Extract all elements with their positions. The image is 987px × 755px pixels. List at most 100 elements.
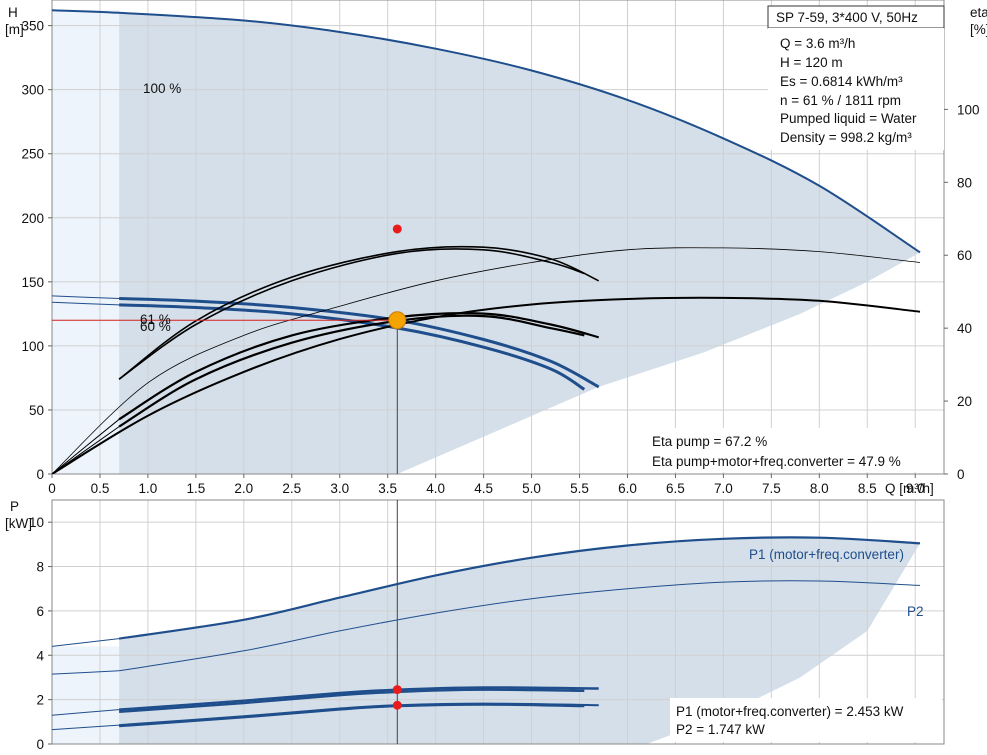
- y-tick-label: 300: [21, 83, 44, 98]
- duty-point-lines: [52, 224, 407, 474]
- head-axis-ticks: 0 0.5 1.0 1.5 2.0 2.5 3.0 3.5 4.0 4.5 5.0 5.5 6.0 6.5…: [21, 19, 979, 496]
- head-operating-region: [52, 10, 920, 474]
- power-axis-unit: [kW]: [5, 516, 32, 531]
- flow-axis-label: Q [m³/h]: [885, 481, 934, 496]
- y-tick-label: 250: [21, 147, 44, 162]
- eta-annotation-bg: [646, 428, 942, 472]
- curve-p1-100: [118, 536, 921, 640]
- power-duty-lines: [392, 500, 402, 744]
- info-box-title: SP 7-59, 3*400 V, 50Hz: [776, 10, 918, 25]
- x-tick-label: 8.0: [810, 481, 829, 496]
- info-box-body: [768, 28, 944, 150]
- x-tick-label: 0.5: [91, 481, 110, 496]
- x-tick-label: 1.0: [139, 481, 158, 496]
- curve-eta-low-extension: [52, 426, 120, 474]
- y2-tick-label: 0: [957, 467, 965, 482]
- operating-region-area: [52, 537, 920, 744]
- x-tick-label: 3.0: [330, 481, 349, 496]
- x-tick-label: 7.0: [714, 481, 733, 496]
- info-line-n: n = 61 % / 1811 rpm: [780, 93, 901, 108]
- extended-region-head: [52, 10, 120, 474]
- y-tick-label: 350: [21, 19, 44, 34]
- y-tick-label: 150: [21, 275, 44, 290]
- operating-region-area: [52, 10, 920, 474]
- x-tick-label: 7.5: [762, 481, 781, 496]
- p2-series-label: P2: [907, 604, 924, 619]
- y2-tick-label: 40: [957, 321, 972, 336]
- curve-label-60: 60 %: [140, 319, 171, 334]
- curve-extension: [52, 709, 120, 716]
- curve-p2-100: [119, 580, 921, 672]
- curve-eta-61: [118, 245, 600, 380]
- x-tick-label: 9.0: [906, 481, 925, 496]
- eta-duty-point: [392, 224, 402, 234]
- x-tick-label: 5.5: [570, 481, 589, 496]
- eta-pump-annotation: Eta pump = 67.2 %: [652, 434, 767, 449]
- curve-eta-100-system: [52, 296, 921, 474]
- y2-tick-label: 60: [957, 248, 972, 263]
- y2-tick-label: 20: [957, 394, 972, 409]
- x-tick-label: 6.5: [666, 481, 685, 496]
- info-line-q: Q = 3.6 m³/h: [780, 36, 855, 51]
- curve-p1-61: [119, 686, 599, 711]
- power-y-tick-label: 4: [36, 648, 44, 663]
- x-tick-label: 2.5: [282, 481, 301, 496]
- y-tick-label: 0: [36, 467, 44, 482]
- eta-axis-label: eta: [970, 5, 987, 20]
- info-line-es: Es = 0.6814 kWh/m³: [780, 74, 903, 89]
- curve-head: [52, 9, 921, 254]
- p1-series-label: P1 (motor+freq.converter): [749, 547, 904, 562]
- power-axis-ticks: 0 2 4 6 8 10: [29, 515, 52, 752]
- curve-eta-61b: [118, 248, 585, 380]
- curve-extension: [52, 638, 120, 647]
- curve-eta-61-system: [118, 312, 599, 421]
- x-tick-label: 1.5: [186, 481, 205, 496]
- curve-p2-61: [119, 702, 599, 727]
- head-axis-unit: [m]: [5, 22, 24, 37]
- eta-axis-unit: [%]: [970, 22, 987, 37]
- x-tick-label: 4.0: [426, 481, 445, 496]
- power-duty-point: [392, 685, 402, 695]
- power-curves: [52, 536, 921, 731]
- head-axis-label: H: [8, 5, 18, 20]
- info-line-h: H = 120 m: [780, 55, 843, 70]
- curve-head-extension: [52, 301, 120, 306]
- x-tick-label: 5.0: [522, 481, 541, 496]
- x-tick-label: 6.0: [618, 481, 637, 496]
- x-tick-label: 3.5: [378, 481, 397, 496]
- p1-annotation: P1 (motor+freq.converter) = 2.453 kW: [676, 704, 904, 719]
- info-line-liquid: Pumped liquid = Water: [780, 111, 917, 126]
- curve-eta-61-system-b: [118, 314, 585, 428]
- y-tick-label: 50: [29, 403, 44, 418]
- p2-annotation: P2 = 1.747 kW: [676, 722, 765, 737]
- power-duty-point: [392, 700, 402, 710]
- curve-p1-60: [119, 688, 585, 713]
- power-plot-frame: [51, 499, 945, 745]
- power-axis-label: P: [10, 499, 19, 514]
- info-line-density: Density = 998.2 kg/m³: [780, 130, 912, 145]
- power-y-tick-label: 0: [36, 737, 44, 750]
- y2-tick-label: 100: [957, 102, 980, 117]
- curve-extension: [52, 724, 120, 731]
- curve-eta-100: [52, 247, 921, 474]
- head-plot-frame: [51, 0, 945, 475]
- curve-head-extension: [52, 295, 120, 299]
- power-y-tick-label: 6: [36, 604, 44, 619]
- duty-point-marker: [388, 311, 407, 330]
- eta-system-annotation: Eta pump+motor+freq.converter = 47.9 %: [652, 454, 901, 469]
- info-box: SP 7-59, 3*400 V, 50Hz Q = 3.6 m³/h H = …: [767, 5, 945, 150]
- y-tick-label: 100: [21, 339, 44, 354]
- power-y-tick-label: 2: [36, 693, 44, 708]
- y2-tick-label: 80: [957, 175, 972, 190]
- power-y-tick-label: 8: [36, 560, 44, 575]
- curve-label-100: 100 %: [143, 81, 181, 96]
- y-tick-label: 200: [21, 211, 44, 226]
- x-tick-label: 8.5: [858, 481, 877, 496]
- curve-extension: [52, 670, 120, 675]
- x-tick-label: 0: [48, 481, 56, 496]
- x-tick-label: 4.5: [474, 481, 493, 496]
- power-annotation-bg: [670, 698, 942, 742]
- curve-p2-60: [119, 703, 585, 728]
